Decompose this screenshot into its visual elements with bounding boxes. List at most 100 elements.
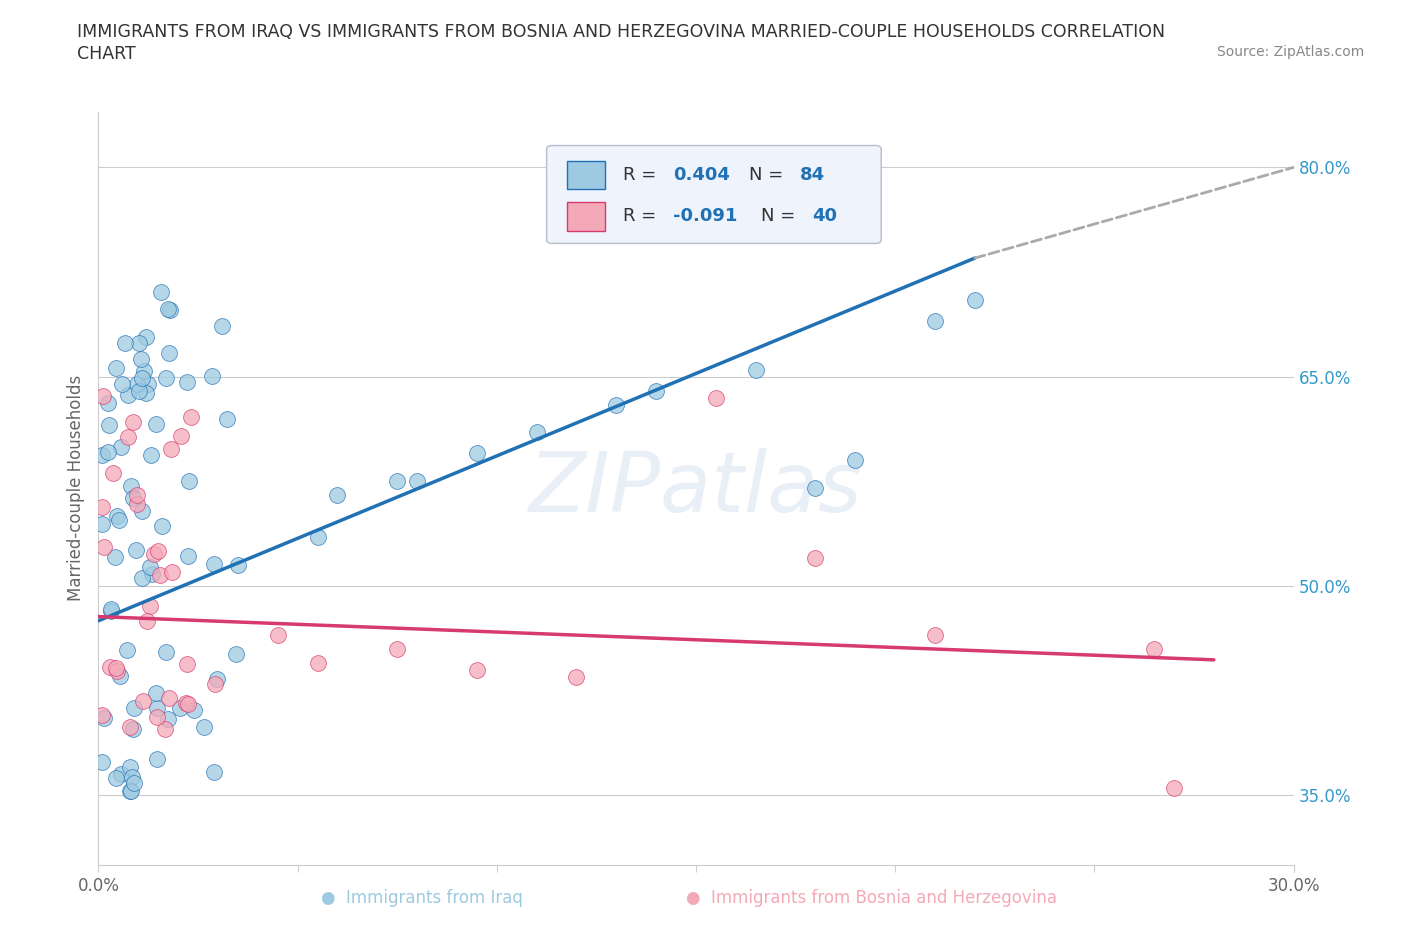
Point	[105, 770, 128, 785]
Point	[128, 384, 150, 399]
Text: N =: N =	[761, 207, 800, 225]
Point	[176, 657, 198, 671]
Point	[139, 560, 162, 575]
Point	[1163, 781, 1185, 796]
Point	[526, 425, 548, 440]
Point	[105, 360, 128, 375]
Point	[110, 439, 132, 454]
Point	[117, 430, 139, 445]
Point	[135, 330, 157, 345]
Point	[107, 512, 129, 527]
Point	[121, 722, 143, 737]
Point	[114, 335, 136, 350]
Point	[157, 691, 180, 706]
Point	[135, 386, 157, 401]
Text: 40: 40	[811, 207, 837, 225]
Point	[125, 542, 148, 557]
Point	[129, 352, 152, 366]
Bar	[567, 161, 605, 189]
Point	[118, 759, 141, 774]
Point	[118, 720, 141, 735]
Point	[120, 478, 142, 493]
Text: R =: R =	[623, 166, 662, 184]
Text: N =: N =	[748, 166, 789, 184]
Point	[162, 565, 184, 579]
Text: -0.091: -0.091	[673, 207, 738, 225]
Point	[141, 447, 163, 462]
Point	[177, 549, 200, 564]
Point	[202, 556, 225, 571]
Point	[141, 567, 163, 582]
Point	[924, 627, 946, 642]
Point	[307, 656, 329, 671]
Point	[202, 764, 225, 779]
Point	[157, 711, 180, 726]
Text: ZIPatlas: ZIPatlas	[529, 447, 863, 529]
Point	[104, 550, 127, 565]
Point	[115, 643, 138, 658]
Point	[157, 345, 180, 360]
Point	[225, 646, 247, 661]
Point	[117, 388, 139, 403]
Y-axis label: Married-couple Households: Married-couple Households	[66, 375, 84, 602]
Point	[605, 397, 627, 412]
Point	[105, 660, 128, 675]
FancyBboxPatch shape	[547, 145, 882, 244]
Point	[136, 377, 159, 392]
Point	[565, 670, 588, 684]
Point	[148, 544, 170, 559]
Point	[134, 364, 156, 379]
Point	[125, 497, 148, 512]
Point	[127, 487, 149, 502]
Point	[226, 557, 249, 572]
Point	[385, 474, 409, 489]
Point	[145, 417, 167, 432]
Point	[156, 301, 179, 316]
Point	[307, 530, 329, 545]
Point	[110, 766, 132, 781]
Point	[101, 466, 124, 481]
Text: 0.404: 0.404	[673, 166, 730, 184]
Point	[146, 700, 169, 715]
Point	[177, 697, 200, 711]
Point	[91, 517, 114, 532]
Point	[267, 627, 290, 642]
Point	[91, 499, 114, 514]
Point	[125, 377, 148, 392]
Point	[98, 659, 121, 674]
Text: ●  Immigrants from Bosnia and Herzegovina: ● Immigrants from Bosnia and Herzegovina	[686, 889, 1057, 907]
Point	[193, 719, 215, 734]
Point	[100, 604, 122, 618]
Point	[132, 694, 155, 709]
Point	[131, 371, 153, 386]
Point	[146, 752, 169, 767]
Point	[91, 389, 114, 404]
Point	[138, 599, 160, 614]
Point	[406, 474, 429, 489]
Point	[844, 453, 866, 468]
Point	[93, 711, 115, 725]
Point	[180, 410, 202, 425]
Point	[131, 504, 153, 519]
Point	[159, 303, 181, 318]
Text: CHART: CHART	[77, 45, 136, 62]
Point	[146, 710, 169, 724]
Point	[122, 776, 145, 790]
Point	[111, 377, 134, 392]
Point	[170, 429, 193, 444]
Point	[145, 685, 167, 700]
Point	[155, 722, 177, 737]
Point	[135, 614, 157, 629]
Point	[128, 336, 150, 351]
Point	[176, 696, 198, 711]
Point	[120, 783, 142, 798]
Point	[122, 701, 145, 716]
Point	[91, 447, 114, 462]
Point	[704, 391, 727, 405]
Point	[745, 363, 768, 378]
Text: ●  Immigrants from Iraq: ● Immigrants from Iraq	[321, 889, 523, 907]
Point	[160, 442, 183, 457]
Point	[177, 474, 200, 489]
Text: R =: R =	[623, 207, 662, 225]
Point	[326, 488, 349, 503]
